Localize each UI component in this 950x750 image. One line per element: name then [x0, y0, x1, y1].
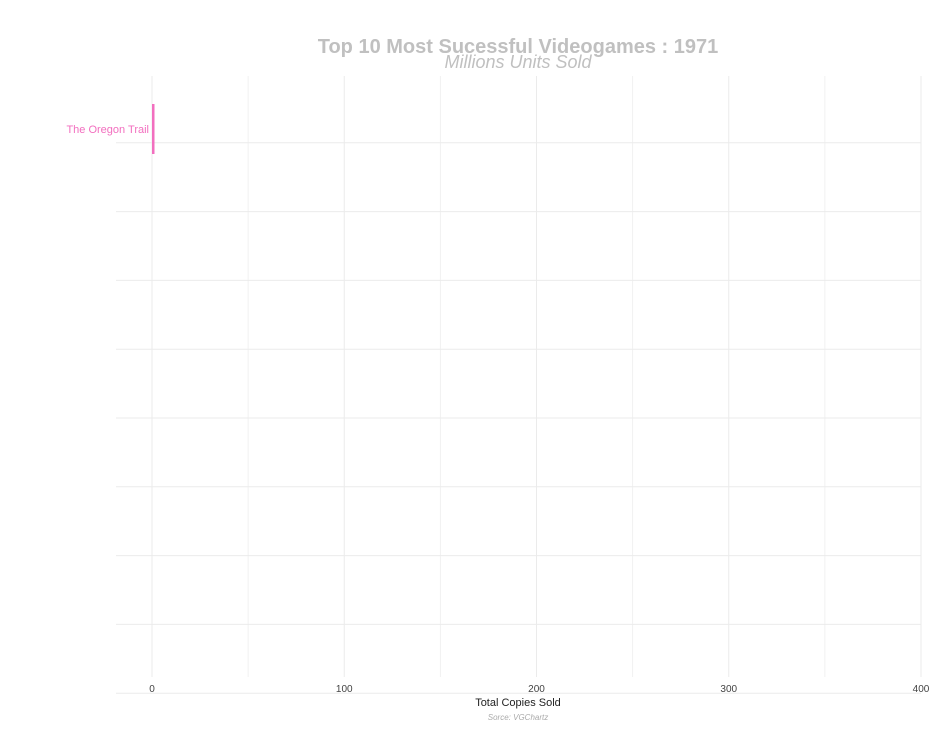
- chart-caption: Sorce: VGChartz: [488, 713, 548, 722]
- x-tick-label: 100: [336, 684, 353, 695]
- bar: [152, 104, 155, 154]
- grid: [116, 76, 922, 694]
- x-axis-ticks: 0 100 200 300 400: [149, 684, 930, 695]
- bar-label: The Oregon Trail: [66, 124, 149, 136]
- bars: The Oregon Trail: [66, 104, 155, 154]
- x-tick-label: 400: [913, 684, 930, 695]
- x-tick-label: 0: [149, 684, 155, 695]
- chart-title: Top 10 Most Sucessful Videogames : 1971: [318, 36, 719, 58]
- chart-subtitle: Millions Units Sold: [444, 52, 592, 72]
- x-axis-label: Total Copies Sold: [475, 697, 561, 709]
- x-tick-label: 300: [720, 684, 737, 695]
- x-tick-label: 200: [528, 684, 545, 695]
